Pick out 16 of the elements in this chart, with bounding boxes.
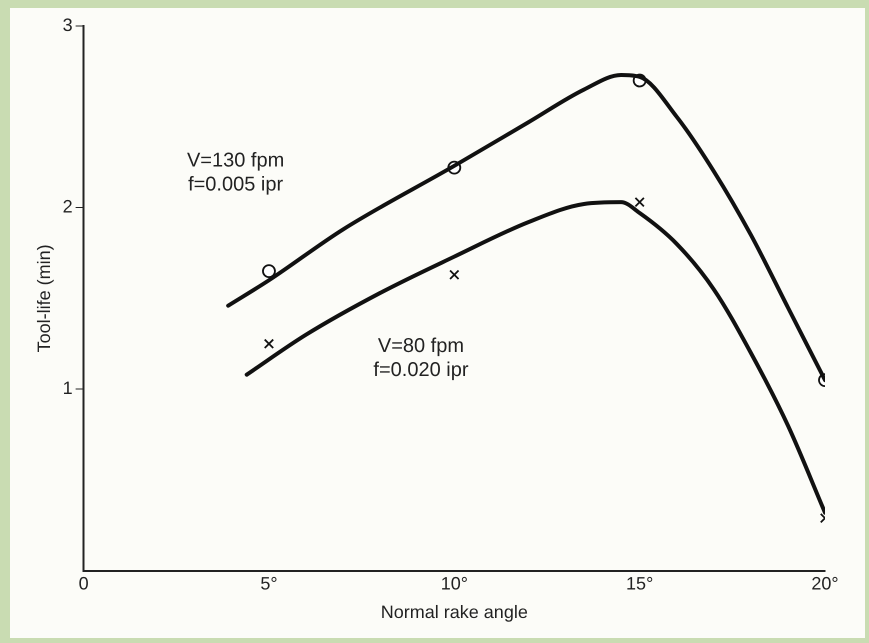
- point: [634, 197, 645, 208]
- point: [449, 270, 460, 280]
- x-tick-label: 10°: [440, 574, 468, 594]
- point: [264, 338, 274, 349]
- y-axis-title: Tool-life (min): [34, 244, 54, 352]
- x-tick-label: 5°: [260, 574, 278, 594]
- annotation: V=130 fpm f=0.005 ipr: [186, 150, 284, 196]
- x-tick-label: 20°: [811, 574, 839, 594]
- annotation: V=80 fpm f=0.020 ipr: [373, 334, 469, 381]
- x-axis-title: Normal rake angle: [380, 602, 528, 622]
- x-tick-label: 15°: [626, 574, 654, 594]
- y-tick-label: 1: [62, 378, 73, 398]
- y-tick-label: 2: [62, 196, 73, 217]
- point: [262, 264, 276, 278]
- y-tick-label: 3: [62, 14, 73, 35]
- x-tick-label: 0: [78, 574, 89, 594]
